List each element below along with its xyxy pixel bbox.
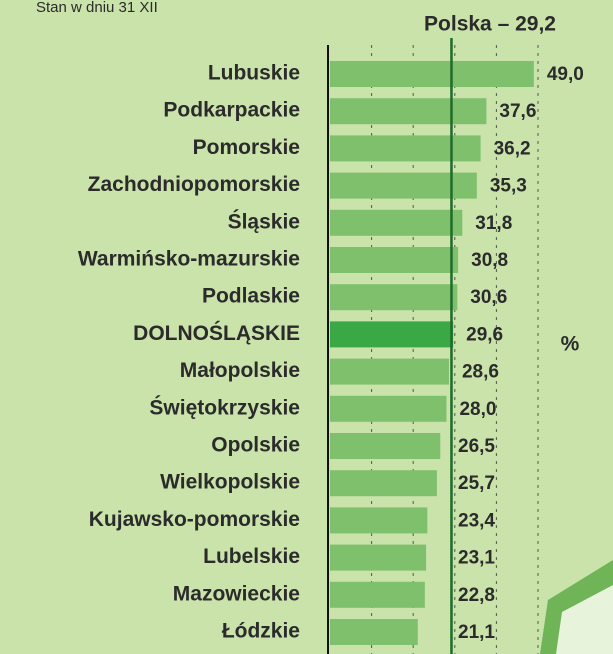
bar: [330, 321, 454, 348]
bar: [330, 172, 477, 199]
bar: [330, 433, 441, 459]
category-label: Małopolskie: [180, 359, 300, 382]
unit-label: %: [561, 333, 580, 356]
bar: [330, 98, 487, 125]
bar: [330, 470, 437, 497]
category-label: Świętokrzyskie: [149, 395, 300, 419]
value-label: 23,4: [458, 510, 495, 531]
value-label: 26,5: [458, 436, 495, 457]
bar: [330, 209, 463, 236]
bar: [330, 247, 459, 273]
category-label: Zachodniopomorskie: [88, 173, 300, 196]
bar: [330, 135, 481, 162]
value-label: 30,8: [471, 250, 508, 271]
category-label: Mazowieckie: [173, 582, 300, 605]
category-label: Podkarpackie: [163, 99, 300, 122]
value-label: 25,7: [458, 473, 495, 494]
decoration: [556, 585, 613, 654]
value-label: 49,0: [547, 64, 584, 85]
category-label: Opolskie: [211, 434, 300, 457]
category-label: Lubuskie: [208, 62, 300, 85]
bar: [330, 284, 458, 311]
bar: [330, 61, 534, 87]
category-label: DOLNOŚLĄSKIE: [133, 321, 300, 345]
category-label: Śląskie: [228, 209, 300, 233]
category-label: Podlaskie: [202, 285, 300, 308]
bar: [330, 507, 428, 534]
value-label: 21,1: [458, 622, 495, 643]
value-label: 35,3: [490, 176, 527, 197]
subtitle: Stan w dniu 31 XII: [36, 0, 158, 16]
bar: [330, 395, 447, 422]
category-label: Pomorskie: [193, 136, 300, 159]
bar: [330, 544, 427, 571]
bar: [330, 581, 425, 608]
value-label: 29,6: [466, 324, 503, 345]
category-label: Warmińsko-mazurskie: [78, 248, 300, 271]
category-label: Łódzkie: [222, 620, 300, 643]
category-label: Kujawsko-pomorskie: [89, 508, 300, 531]
value-label: 22,8: [458, 585, 495, 606]
value-label: 31,8: [475, 213, 512, 234]
bar: [330, 358, 449, 385]
bar: [330, 619, 418, 645]
value-label: 37,6: [499, 101, 536, 122]
category-label: Wielkopolskie: [160, 471, 300, 494]
value-label: 28,0: [459, 399, 496, 420]
value-label: 23,1: [458, 548, 495, 569]
category-label: Lubelskie: [203, 545, 300, 568]
value-label: 30,6: [470, 287, 507, 308]
reference-label: Polska – 29,2: [424, 13, 556, 36]
value-label: 36,2: [494, 138, 531, 159]
value-label: 28,6: [462, 362, 499, 383]
